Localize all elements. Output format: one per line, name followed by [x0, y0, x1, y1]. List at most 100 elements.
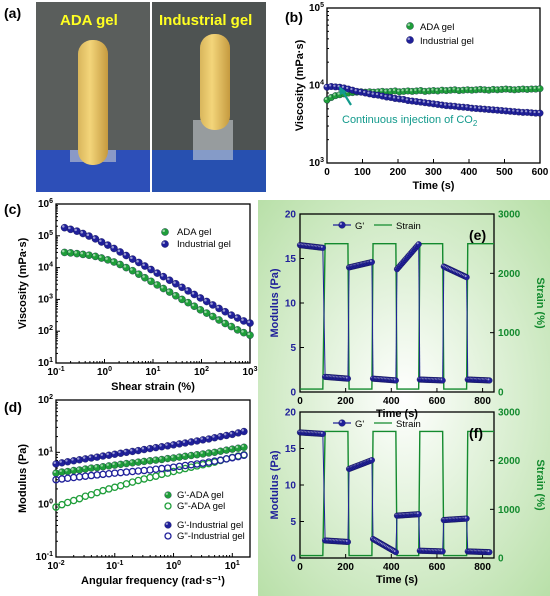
data-point	[164, 532, 172, 540]
point-highlight	[228, 324, 232, 327]
photo-panel: ADA gel Industrial gel	[36, 2, 266, 192]
x-tick-label: 200	[337, 562, 354, 573]
point-highlight	[435, 102, 438, 105]
point-highlight	[182, 453, 186, 457]
data-point	[406, 22, 414, 30]
point-highlight	[53, 470, 57, 474]
point-highlight	[512, 87, 515, 90]
data-point	[153, 281, 161, 289]
data-point	[338, 419, 346, 427]
point-highlight	[369, 260, 372, 263]
point-highlight	[212, 435, 215, 438]
data-point	[240, 427, 248, 436]
data-point	[105, 485, 113, 493]
point-highlight	[478, 106, 481, 109]
y-tick-label: 102	[38, 394, 53, 406]
point-highlight	[106, 452, 109, 456]
x-tick-label: 200	[390, 167, 407, 178]
point-highlight	[405, 98, 408, 101]
data-point	[134, 476, 143, 485]
point-highlight	[512, 109, 515, 112]
point-highlight	[167, 277, 170, 281]
point-highlight	[516, 109, 519, 113]
legend-label: ADA gel	[177, 227, 211, 238]
point-highlight	[487, 550, 490, 553]
point-highlight	[160, 285, 164, 289]
x-tick-label: 300	[425, 167, 442, 178]
point-highlight	[397, 89, 400, 92]
data-point	[122, 480, 131, 488]
point-highlight	[80, 230, 83, 234]
data-point	[164, 502, 172, 510]
point-highlight	[171, 455, 174, 458]
data-point	[140, 475, 148, 483]
x-tick-label: 200	[337, 396, 354, 407]
data-point	[122, 263, 130, 272]
y-tick-label: 15	[285, 444, 297, 455]
y-tick-label: 5	[290, 343, 296, 354]
point-highlight	[148, 278, 152, 282]
point-highlight	[448, 103, 451, 106]
point-highlight	[147, 446, 151, 449]
data-point	[172, 280, 180, 288]
point-highlight	[392, 88, 396, 91]
x-tick-label: 800	[474, 562, 491, 573]
y2-axis-label: Strain (%)	[534, 459, 546, 511]
data-point	[104, 241, 112, 249]
point-highlight	[71, 468, 74, 471]
point-highlight	[499, 108, 502, 111]
point-highlight	[409, 98, 413, 102]
point-highlight	[393, 378, 396, 381]
point-highlight	[537, 86, 540, 89]
point-highlight	[465, 87, 468, 90]
point-highlight	[185, 300, 189, 303]
point-highlight	[375, 92, 379, 96]
x-tick-label: 500	[496, 167, 513, 178]
point-highlight	[495, 87, 498, 90]
x-tick-label: 0	[324, 167, 330, 178]
point-highlight	[495, 107, 498, 111]
modulus-connector	[371, 460, 374, 540]
point-highlight	[426, 88, 430, 91]
point-highlight	[443, 88, 447, 91]
point-highlight	[350, 87, 353, 91]
data-point	[221, 307, 229, 316]
y-tick-label: 101	[38, 446, 53, 458]
legend-label: G"-Industrial gel	[177, 531, 245, 542]
point-highlight	[409, 89, 413, 92]
point-highlight	[401, 89, 404, 92]
point-highlight	[130, 256, 133, 260]
point-highlight	[142, 263, 145, 267]
x-tick-label: 100	[166, 560, 181, 572]
x-tick-label: 10-1	[47, 366, 64, 378]
data-point	[486, 549, 493, 556]
x-tick-label: 102	[194, 366, 209, 378]
data-point	[111, 469, 119, 477]
data-point	[164, 491, 172, 499]
point-highlight	[529, 86, 532, 90]
y-tick-label: 100	[38, 499, 53, 511]
point-highlight	[179, 284, 182, 288]
data-point	[161, 240, 169, 248]
legend-label: G'	[355, 419, 364, 430]
data-point	[141, 273, 149, 282]
point-highlight	[123, 265, 127, 268]
point-highlight	[88, 455, 92, 458]
point-highlight	[194, 452, 198, 455]
point-highlight	[393, 550, 396, 553]
point-highlight	[416, 512, 419, 515]
point-highlight	[461, 87, 464, 91]
point-highlight	[499, 87, 502, 90]
y-axis-label: Modulus (Pa)	[269, 450, 281, 519]
y-axis-label: Viscosity (mPa·s)	[17, 237, 29, 329]
y2-tick-label: 3000	[498, 408, 521, 419]
x-tick-label: 101	[145, 366, 160, 378]
data-point	[196, 306, 205, 314]
point-highlight	[452, 87, 455, 90]
point-highlight	[135, 459, 139, 463]
y-tick-label: 102	[38, 325, 53, 337]
point-highlight	[247, 332, 251, 336]
modulus-connector	[442, 266, 445, 381]
x-tick-label: 400	[461, 167, 478, 178]
